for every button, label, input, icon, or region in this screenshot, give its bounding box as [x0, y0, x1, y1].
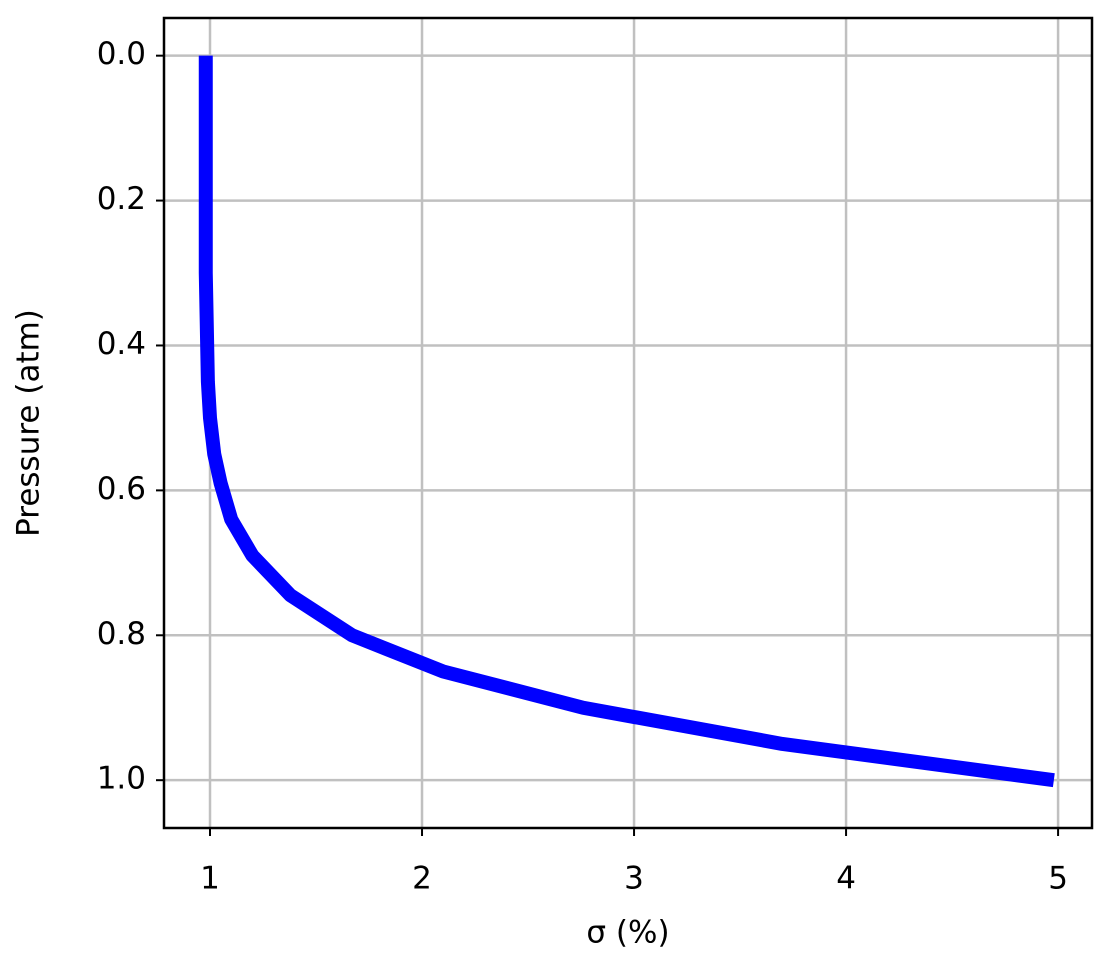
y-tick-label: 0.6: [97, 471, 146, 507]
x-tick-label: 5: [1048, 861, 1068, 897]
x-tick-label: 3: [624, 861, 644, 897]
line: [198, 55, 1055, 788]
x-tick-label: 4: [836, 861, 856, 897]
y-tick-label: 0.0: [97, 36, 146, 72]
y-tick-label: 0.4: [97, 326, 146, 362]
y-tick-label: 0.8: [97, 616, 146, 652]
y-axis-label: Pressure (atm): [11, 309, 47, 537]
x-axis-label: σ (%): [586, 915, 669, 951]
y-tick-label: 0.2: [97, 181, 146, 217]
x-tick-label: 2: [412, 861, 432, 897]
plot-frame: [162, 16, 1094, 830]
y-tick-label: 1.0: [97, 761, 146, 797]
x-tick-label: 1: [200, 861, 220, 897]
